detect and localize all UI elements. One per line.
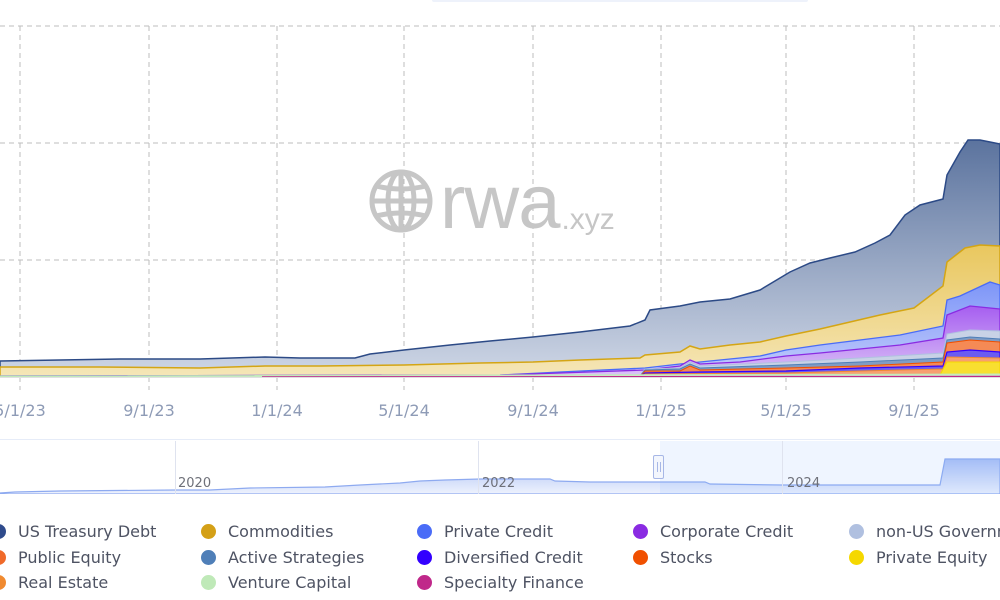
globe-icon <box>369 169 433 233</box>
legend-item-diversified-credit[interactable]: Diversified Credit <box>417 545 583 569</box>
legend-dot-icon <box>849 523 864 539</box>
slider-preview-area <box>0 458 1000 494</box>
x-tick: 9/1/24 <box>507 401 559 420</box>
legend-label: Specialty Finance <box>444 572 584 592</box>
legend-label: Commodities <box>228 521 334 541</box>
legend-item-corporate-credit[interactable]: Corporate Credit <box>633 519 793 543</box>
series-active-strategies <box>0 336 1000 378</box>
slider-year-label: 2020 <box>178 476 212 491</box>
legend-item-non-us-government-debt[interactable]: non-US Government Debt <box>849 519 1000 543</box>
series-us-treasury-debt <box>0 139 1000 378</box>
legend-dot-icon <box>633 549 648 565</box>
legend-item-active-strategies[interactable]: Active Strategies <box>201 545 364 569</box>
legend-label: Corporate Credit <box>660 521 794 541</box>
watermark-text: rwa <box>440 160 560 245</box>
slider-year-divider <box>782 441 783 494</box>
legend-dot-icon <box>849 549 864 565</box>
x-tick: 5/1/25 <box>760 401 812 420</box>
slider-selected-range[interactable] <box>660 441 1000 494</box>
legend-dot-icon <box>201 549 216 565</box>
legend-dot-icon <box>201 574 216 590</box>
rwa-watermark: rwa .xyz <box>368 160 615 245</box>
legend-item-public-equity[interactable]: Public Equity <box>0 545 121 569</box>
slider-start-handle[interactable] <box>653 455 664 479</box>
legend-dot-icon <box>417 549 432 565</box>
watermark-domain: .xyz <box>561 203 615 236</box>
legend-label: US Treasury Debt <box>18 521 157 541</box>
legend-dot-icon <box>0 574 6 590</box>
slider-year-divider <box>478 441 479 494</box>
series-non-us-government-debt <box>0 329 1000 378</box>
legend-item-venture-capital[interactable]: Venture Capital <box>201 570 351 594</box>
legend-item-specialty-finance[interactable]: Specialty Finance <box>417 570 584 594</box>
stacked-area-chart <box>0 25 1000 390</box>
x-tick: 9/1/25 <box>888 401 940 420</box>
legend-dot-icon <box>201 523 216 539</box>
legend-label: Active Strategies <box>228 547 365 567</box>
legend-label: Private Equity <box>876 547 988 567</box>
legend-dot-icon <box>417 574 432 590</box>
legend-label: Public Equity <box>18 547 122 567</box>
legend-dot-icon <box>633 523 648 539</box>
x-tick: 5/1/24 <box>378 401 430 420</box>
legend-label: Stocks <box>660 547 713 567</box>
slider-year-label: 2024 <box>787 476 821 491</box>
legend-dot-icon <box>0 523 6 539</box>
legend-item-private-credit[interactable]: Private Credit <box>417 519 553 543</box>
slider-year-divider <box>175 441 176 494</box>
x-tick: 1/1/25 <box>635 401 687 420</box>
x-tick: 1/1/24 <box>251 401 303 420</box>
legend-item-us-treasury-debt[interactable]: US Treasury Debt <box>0 519 156 543</box>
legend-label: Venture Capital <box>228 572 352 592</box>
slider-year-label: 2022 <box>482 476 516 491</box>
legend-label: non-US Government Debt <box>876 521 1000 541</box>
legend-dot-icon <box>0 549 6 565</box>
x-tick: 9/1/23 <box>123 401 175 420</box>
legend-label: Real Estate <box>18 572 109 592</box>
grid-lines <box>0 25 1000 390</box>
legend-item-stocks[interactable]: Stocks <box>633 545 713 569</box>
legend-item-private-equity[interactable]: Private Equity <box>849 545 987 569</box>
legend-dot-icon <box>417 523 432 539</box>
legend-label: Private Credit <box>444 521 553 541</box>
series-specialty-finance <box>261 375 1000 378</box>
x-tick: 5/1/23 <box>0 401 46 420</box>
chart-legend: US Treasury Debt Commodities Private Cre… <box>0 518 1000 600</box>
legend-label: Diversified Credit <box>444 547 583 567</box>
series-commodities <box>0 244 1000 378</box>
legend-item-commodities[interactable]: Commodities <box>201 519 333 543</box>
date-range-slider[interactable]: 2020 2022 2024 <box>0 439 1000 494</box>
legend-item-real-estate[interactable]: Real Estate <box>0 570 108 594</box>
top-toolbar-edge <box>432 0 808 2</box>
